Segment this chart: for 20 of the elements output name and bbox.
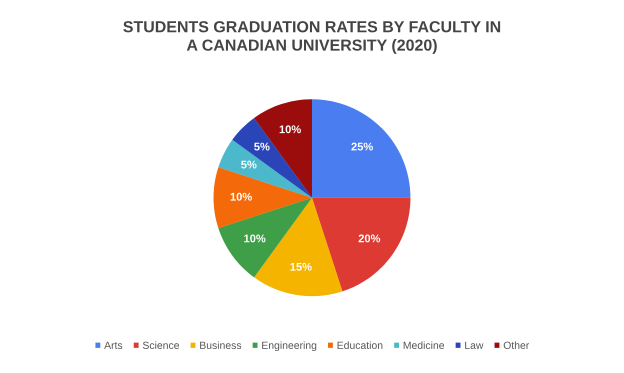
pie-slice [312,99,410,198]
legend-label: Medicine [404,341,444,349]
data-label: 10% [244,234,266,242]
legend-label: Business [200,341,242,349]
data-label: 5% [241,160,257,168]
legend-label: Science [142,341,180,349]
legend-label: Law [465,342,484,349]
data-label: 5% [254,142,270,151]
data-label: 15% [290,262,312,271]
data-label: 25% [351,142,373,151]
data-label: 20% [358,234,380,242]
legend-label: Other [504,341,530,349]
legend-label: Education [338,341,382,349]
legend-label: Engineering [262,341,316,352]
pie-slice [312,198,410,292]
pie-slice [214,167,312,228]
chart-title: STUDENTS GRADUATION RATES BY FACULTY IN A CANADIAN UNIVERSITY (2020) [123,21,500,54]
data-label: 10% [280,125,301,134]
legend-label: Arts [104,342,122,349]
data-label: 10% [230,192,252,201]
